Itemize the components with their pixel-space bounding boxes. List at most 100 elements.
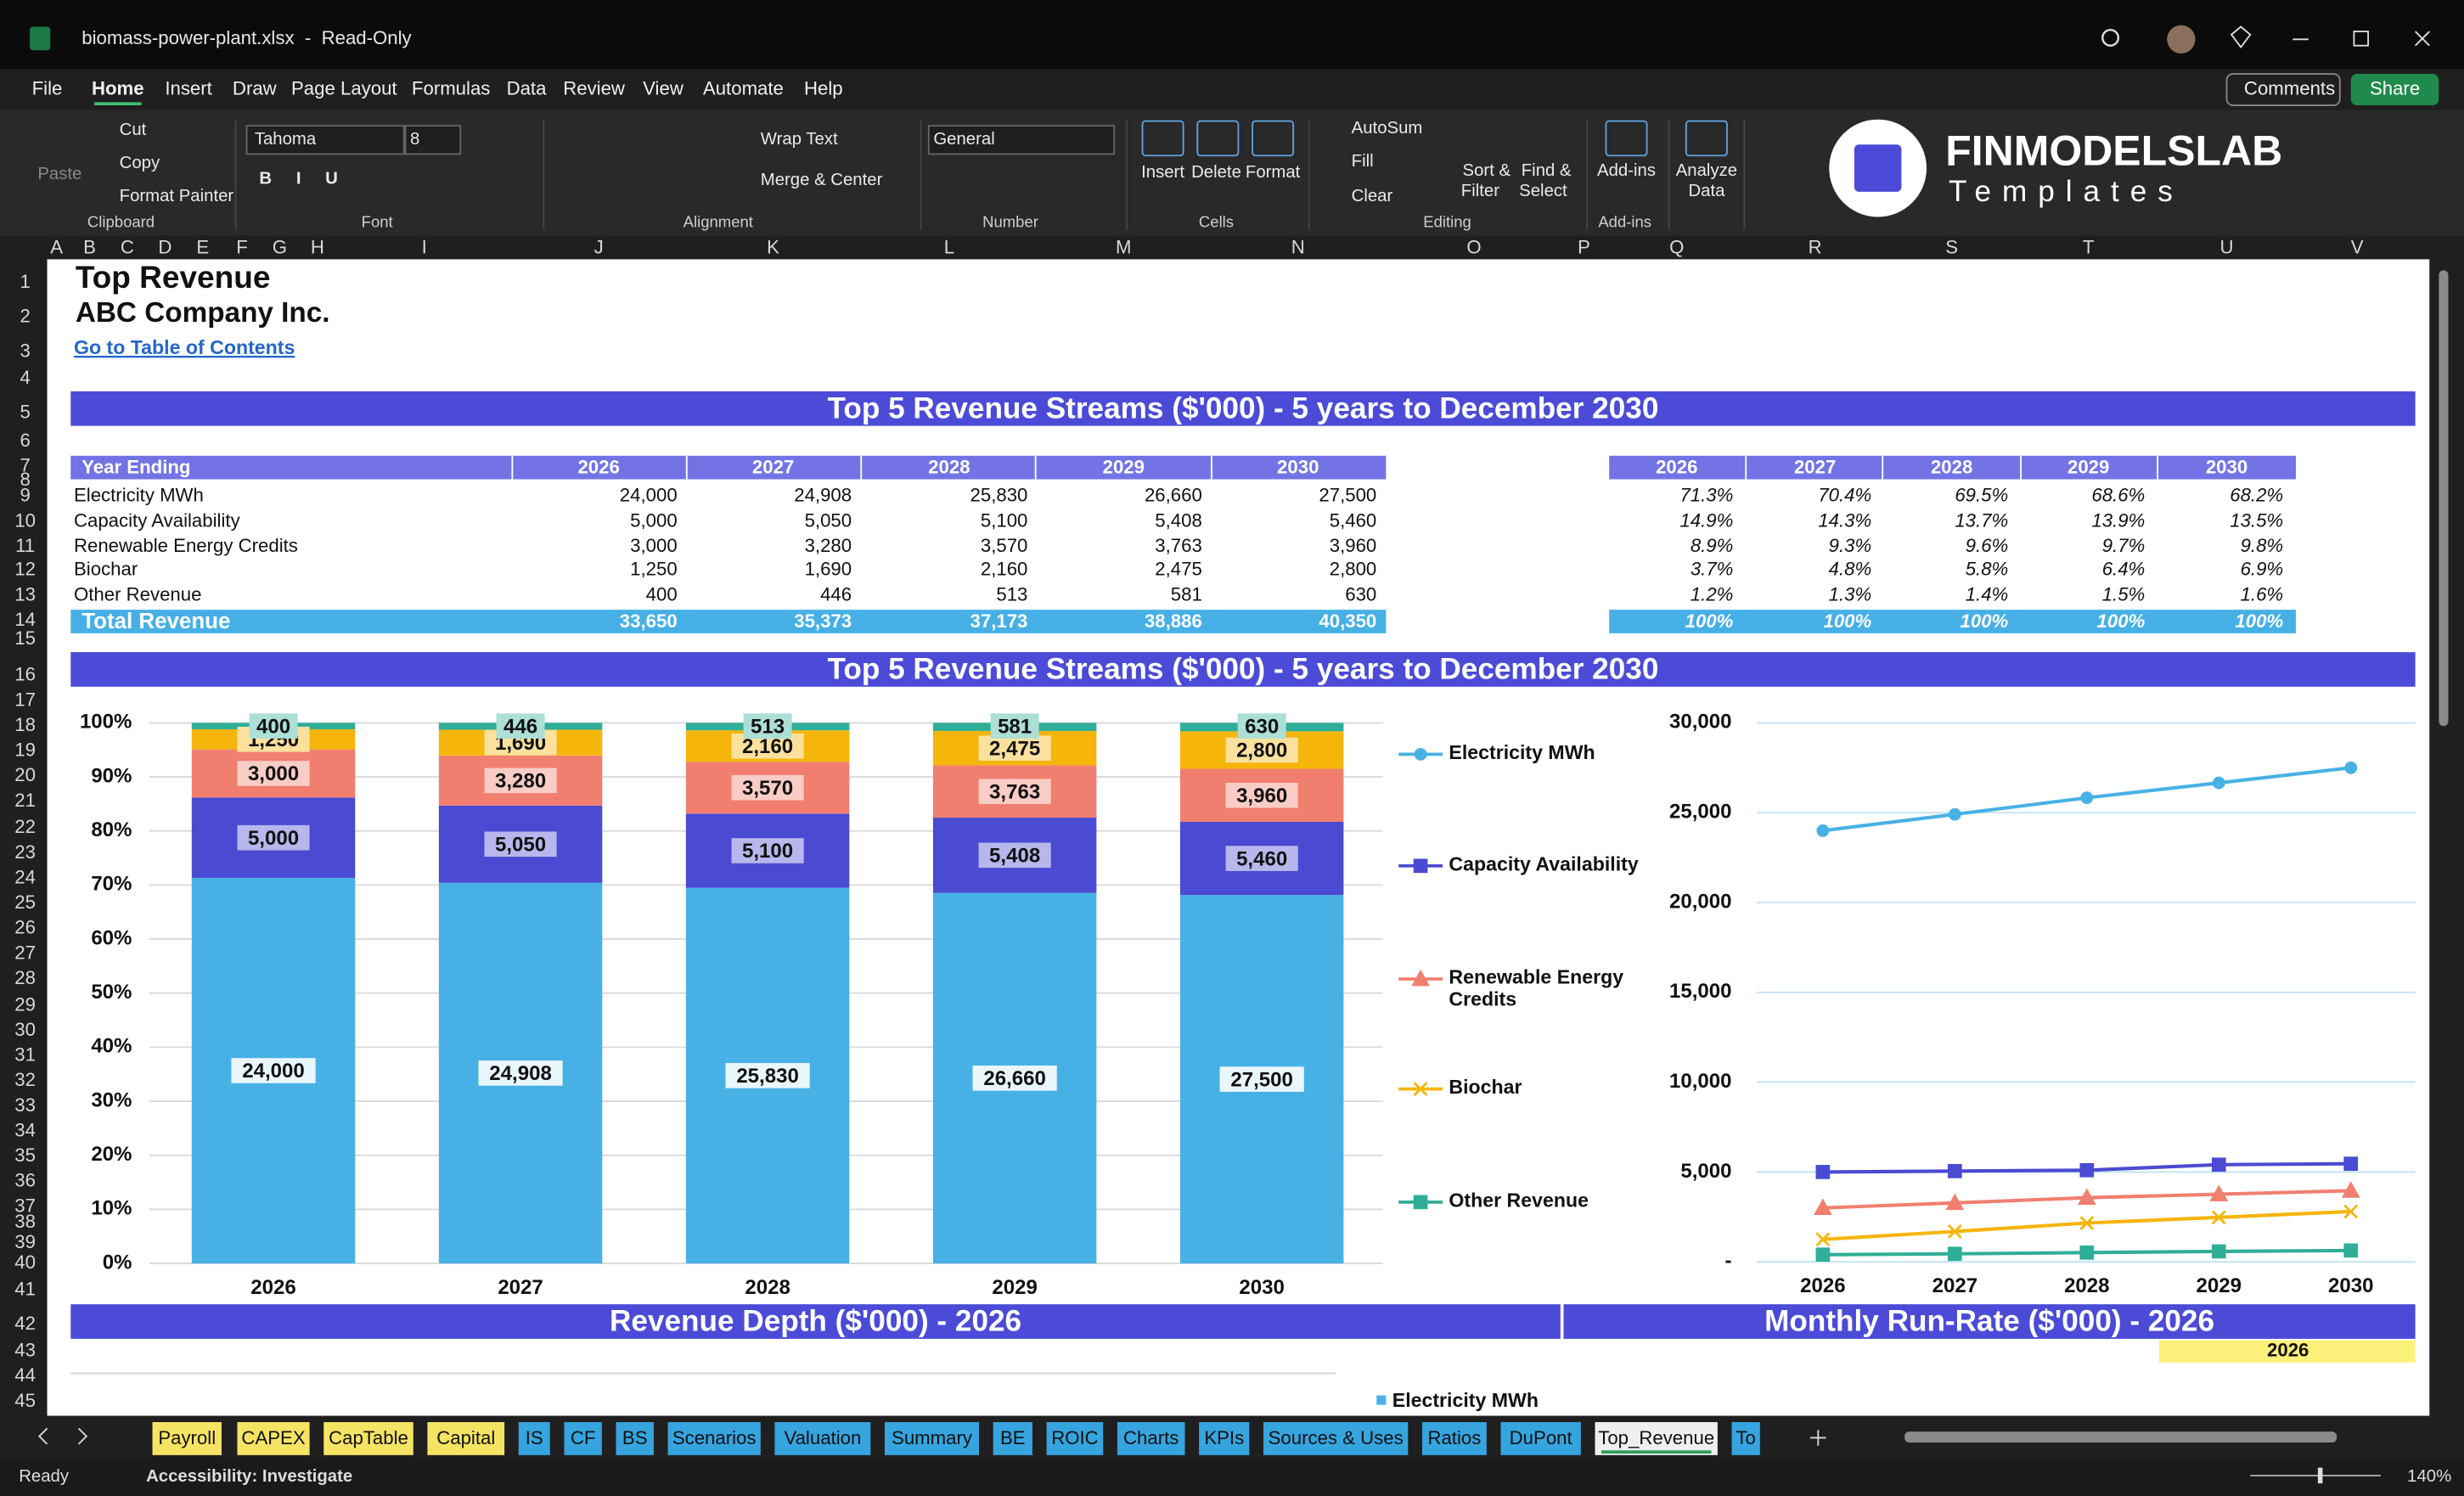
sheet-tab-label[interactable]: Ratios: [1427, 1427, 1481, 1448]
sheet-tab-label[interactable]: DuPont: [1510, 1427, 1572, 1448]
menu-item[interactable]: Home: [92, 77, 144, 98]
row-header[interactable]: 35: [14, 1144, 36, 1166]
comments-label[interactable]: Comments: [2244, 77, 2335, 98]
ribbon-button[interactable]: Filter: [1461, 182, 1499, 200]
ribbon-button[interactable]: Find &: [1522, 161, 1572, 180]
row-header[interactable]: 10: [14, 509, 36, 531]
row-header[interactable]: 38: [14, 1211, 36, 1232]
row-header[interactable]: 28: [14, 967, 36, 988]
sheet-tab-label[interactable]: KPIs: [1204, 1427, 1244, 1448]
sheet-tab-label[interactable]: CF: [571, 1427, 596, 1448]
column-header[interactable]: K: [767, 236, 779, 257]
column-header[interactable]: A: [50, 236, 63, 257]
sheet-tab-label[interactable]: Sources & Uses: [1269, 1427, 1404, 1448]
sheet-tab-label[interactable]: IS: [526, 1427, 543, 1448]
row-header[interactable]: 43: [14, 1340, 36, 1361]
column-header[interactable]: B: [83, 236, 96, 257]
ribbon-button[interactable]: Delete: [1191, 163, 1241, 182]
row-header[interactable]: 33: [14, 1094, 36, 1116]
ribbon-button[interactable]: Data: [1688, 182, 1725, 200]
row-header[interactable]: 34: [14, 1119, 36, 1140]
row-header[interactable]: 12: [14, 559, 36, 580]
ribbon-button[interactable]: Select: [1519, 182, 1567, 200]
ribbon-button[interactable]: General: [933, 130, 994, 149]
row-header[interactable]: 3: [20, 340, 30, 361]
row-header[interactable]: 26: [14, 917, 36, 938]
row-header[interactable]: 24: [14, 866, 36, 887]
ribbon-button[interactable]: Tahoma: [255, 130, 317, 149]
status-zoom[interactable]: 140%: [2407, 1467, 2451, 1486]
row-header[interactable]: 17: [14, 689, 36, 710]
sheet-tab-label[interactable]: Valuation: [784, 1427, 861, 1448]
column-header[interactable]: R: [1809, 236, 1822, 257]
sheet-tab-label[interactable]: BE: [1000, 1427, 1026, 1448]
menu-item[interactable]: Page Layout: [291, 77, 397, 98]
sheet-tab-label[interactable]: CAPEX: [241, 1427, 305, 1448]
menu-item[interactable]: Review: [563, 77, 626, 98]
ribbon-button[interactable]: U: [325, 169, 338, 188]
row-header[interactable]: 16: [14, 664, 36, 685]
column-header[interactable]: J: [594, 236, 604, 257]
column-header[interactable]: S: [1945, 236, 1958, 257]
row-header[interactable]: 23: [14, 841, 36, 863]
column-header[interactable]: I: [422, 236, 427, 257]
column-header[interactable]: E: [196, 236, 209, 257]
menu-item[interactable]: File: [32, 77, 63, 98]
column-header[interactable]: T: [2083, 236, 2095, 257]
row-header[interactable]: 20: [14, 764, 36, 785]
column-header[interactable]: U: [2220, 236, 2234, 257]
sheet-tab-label[interactable]: Payroll: [158, 1427, 216, 1448]
row-header[interactable]: 45: [14, 1390, 36, 1411]
row-header[interactable]: 19: [14, 740, 36, 761]
sheet-tab-label[interactable]: Charts: [1123, 1427, 1179, 1448]
row-header[interactable]: 1: [20, 271, 30, 292]
menu-item[interactable]: Insert: [165, 77, 212, 98]
menu-item[interactable]: Help: [804, 77, 843, 98]
sheet-tab-label[interactable]: BS: [622, 1427, 648, 1448]
column-header[interactable]: D: [158, 236, 172, 257]
column-header[interactable]: N: [1291, 236, 1305, 257]
sheet-tab-label[interactable]: Top_Revenue: [1598, 1427, 1714, 1448]
horizontal-scroll-thumb[interactable]: [1904, 1431, 2337, 1443]
ribbon-button[interactable]: Format: [1246, 163, 1301, 182]
row-header[interactable]: 39: [14, 1231, 36, 1252]
row-header[interactable]: 22: [14, 816, 36, 837]
sheet-tab-label[interactable]: To: [1735, 1427, 1755, 1448]
menu-item[interactable]: Data: [507, 77, 548, 98]
toc-link[interactable]: Go to Table of Contents: [74, 336, 295, 358]
row-header[interactable]: 36: [14, 1170, 36, 1191]
ribbon-button[interactable]: Format Painter: [120, 187, 234, 205]
ribbon-button[interactable]: Fill: [1352, 152, 1374, 171]
row-header[interactable]: 11: [15, 535, 35, 556]
row-header[interactable]: 13: [14, 583, 36, 605]
ribbon-button[interactable]: Sort &: [1463, 161, 1511, 180]
row-header[interactable]: 25: [14, 891, 36, 913]
row-header[interactable]: 44: [14, 1364, 36, 1386]
column-header[interactable]: Q: [1669, 236, 1684, 257]
ribbon-button[interactable]: Analyze: [1676, 161, 1737, 180]
ribbon-button[interactable]: I: [296, 169, 301, 188]
zoom-thumb[interactable]: [2318, 1468, 2323, 1484]
column-header[interactable]: O: [1466, 236, 1481, 257]
ribbon-button[interactable]: Insert: [1141, 163, 1184, 182]
row-header[interactable]: 40: [14, 1251, 36, 1273]
column-header[interactable]: M: [1116, 236, 1131, 257]
row-header[interactable]: 15: [14, 627, 36, 649]
ribbon-button[interactable]: 8: [410, 130, 419, 149]
column-header[interactable]: L: [944, 236, 954, 257]
ribbon-button[interactable]: Cut: [120, 121, 147, 139]
avatar[interactable]: [2167, 25, 2195, 53]
sheet-tab-label[interactable]: ROIC: [1051, 1427, 1098, 1448]
ribbon-button[interactable]: Clear: [1352, 187, 1393, 205]
ribbon-button[interactable]: Merge & Center: [761, 171, 883, 189]
row-header[interactable]: 2: [20, 306, 30, 327]
status-accessibility[interactable]: Accessibility: Investigate: [146, 1467, 352, 1486]
row-header[interactable]: 18: [14, 714, 36, 735]
scroll-thumb[interactable]: [2439, 270, 2448, 726]
column-header[interactable]: H: [311, 236, 324, 257]
row-header[interactable]: 32: [14, 1069, 36, 1090]
row-header[interactable]: 21: [14, 790, 36, 811]
row-header[interactable]: 6: [20, 430, 30, 451]
row-header[interactable]: 5: [20, 402, 30, 423]
column-header[interactable]: P: [1578, 236, 1590, 257]
